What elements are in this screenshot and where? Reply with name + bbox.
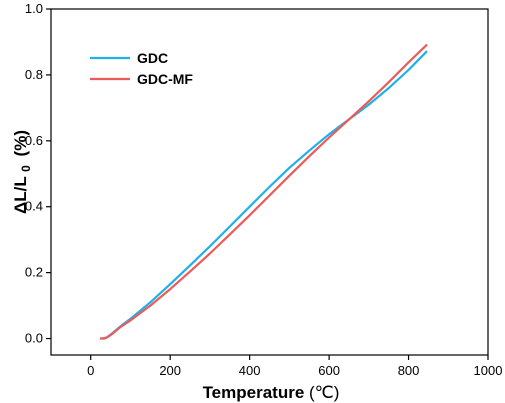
y-axis-title-subscript: 0 bbox=[19, 165, 33, 172]
y-axis-title-text: ΔL/L bbox=[11, 177, 30, 214]
y-tick-label: 0.0 bbox=[25, 331, 43, 346]
x-tick-label: 400 bbox=[239, 363, 261, 378]
y-tick-label: 0.2 bbox=[25, 265, 43, 280]
svg-text:Temperature (℃): Temperature (℃) bbox=[203, 383, 340, 402]
x-tick-label: 200 bbox=[159, 363, 181, 378]
legend-label-gdc-mf: GDC-MF bbox=[137, 71, 193, 87]
series-layer bbox=[99, 44, 428, 340]
x-axis: 0 200 400 600 800 1000 bbox=[87, 355, 502, 378]
legend-label-gdc: GDC bbox=[137, 50, 168, 66]
y-axis-title: ΔL/L 0 (%) bbox=[11, 130, 34, 214]
plot-frame bbox=[50, 8, 489, 356]
x-axis-title-text: Temperature bbox=[203, 383, 305, 402]
legend: GDC GDC-MF bbox=[90, 50, 193, 87]
series-line-gdc-mf bbox=[99, 44, 428, 340]
x-tick-label: 0 bbox=[87, 363, 94, 378]
y-tick-label: 0.8 bbox=[25, 67, 43, 82]
series-line-gdc bbox=[101, 50, 428, 340]
x-tick-label: 800 bbox=[398, 363, 420, 378]
y-tick-label: 0.6 bbox=[25, 133, 43, 148]
y-tick-label: 1.0 bbox=[25, 1, 43, 16]
x-axis-title-unit: (℃) bbox=[309, 383, 339, 402]
y-tick-label: 0.4 bbox=[25, 199, 43, 214]
y-axis-title-unit: (%) bbox=[11, 130, 30, 156]
x-tick-label: 600 bbox=[318, 363, 340, 378]
svg-text:ΔL/L 0 (%): ΔL/L 0 (%) bbox=[11, 130, 34, 214]
x-tick-label: 1000 bbox=[474, 363, 503, 378]
x-axis-title: Temperature (℃) bbox=[203, 383, 340, 402]
y-axis: 0.0 0.2 0.4 0.6 0.8 1.0 bbox=[25, 1, 51, 346]
